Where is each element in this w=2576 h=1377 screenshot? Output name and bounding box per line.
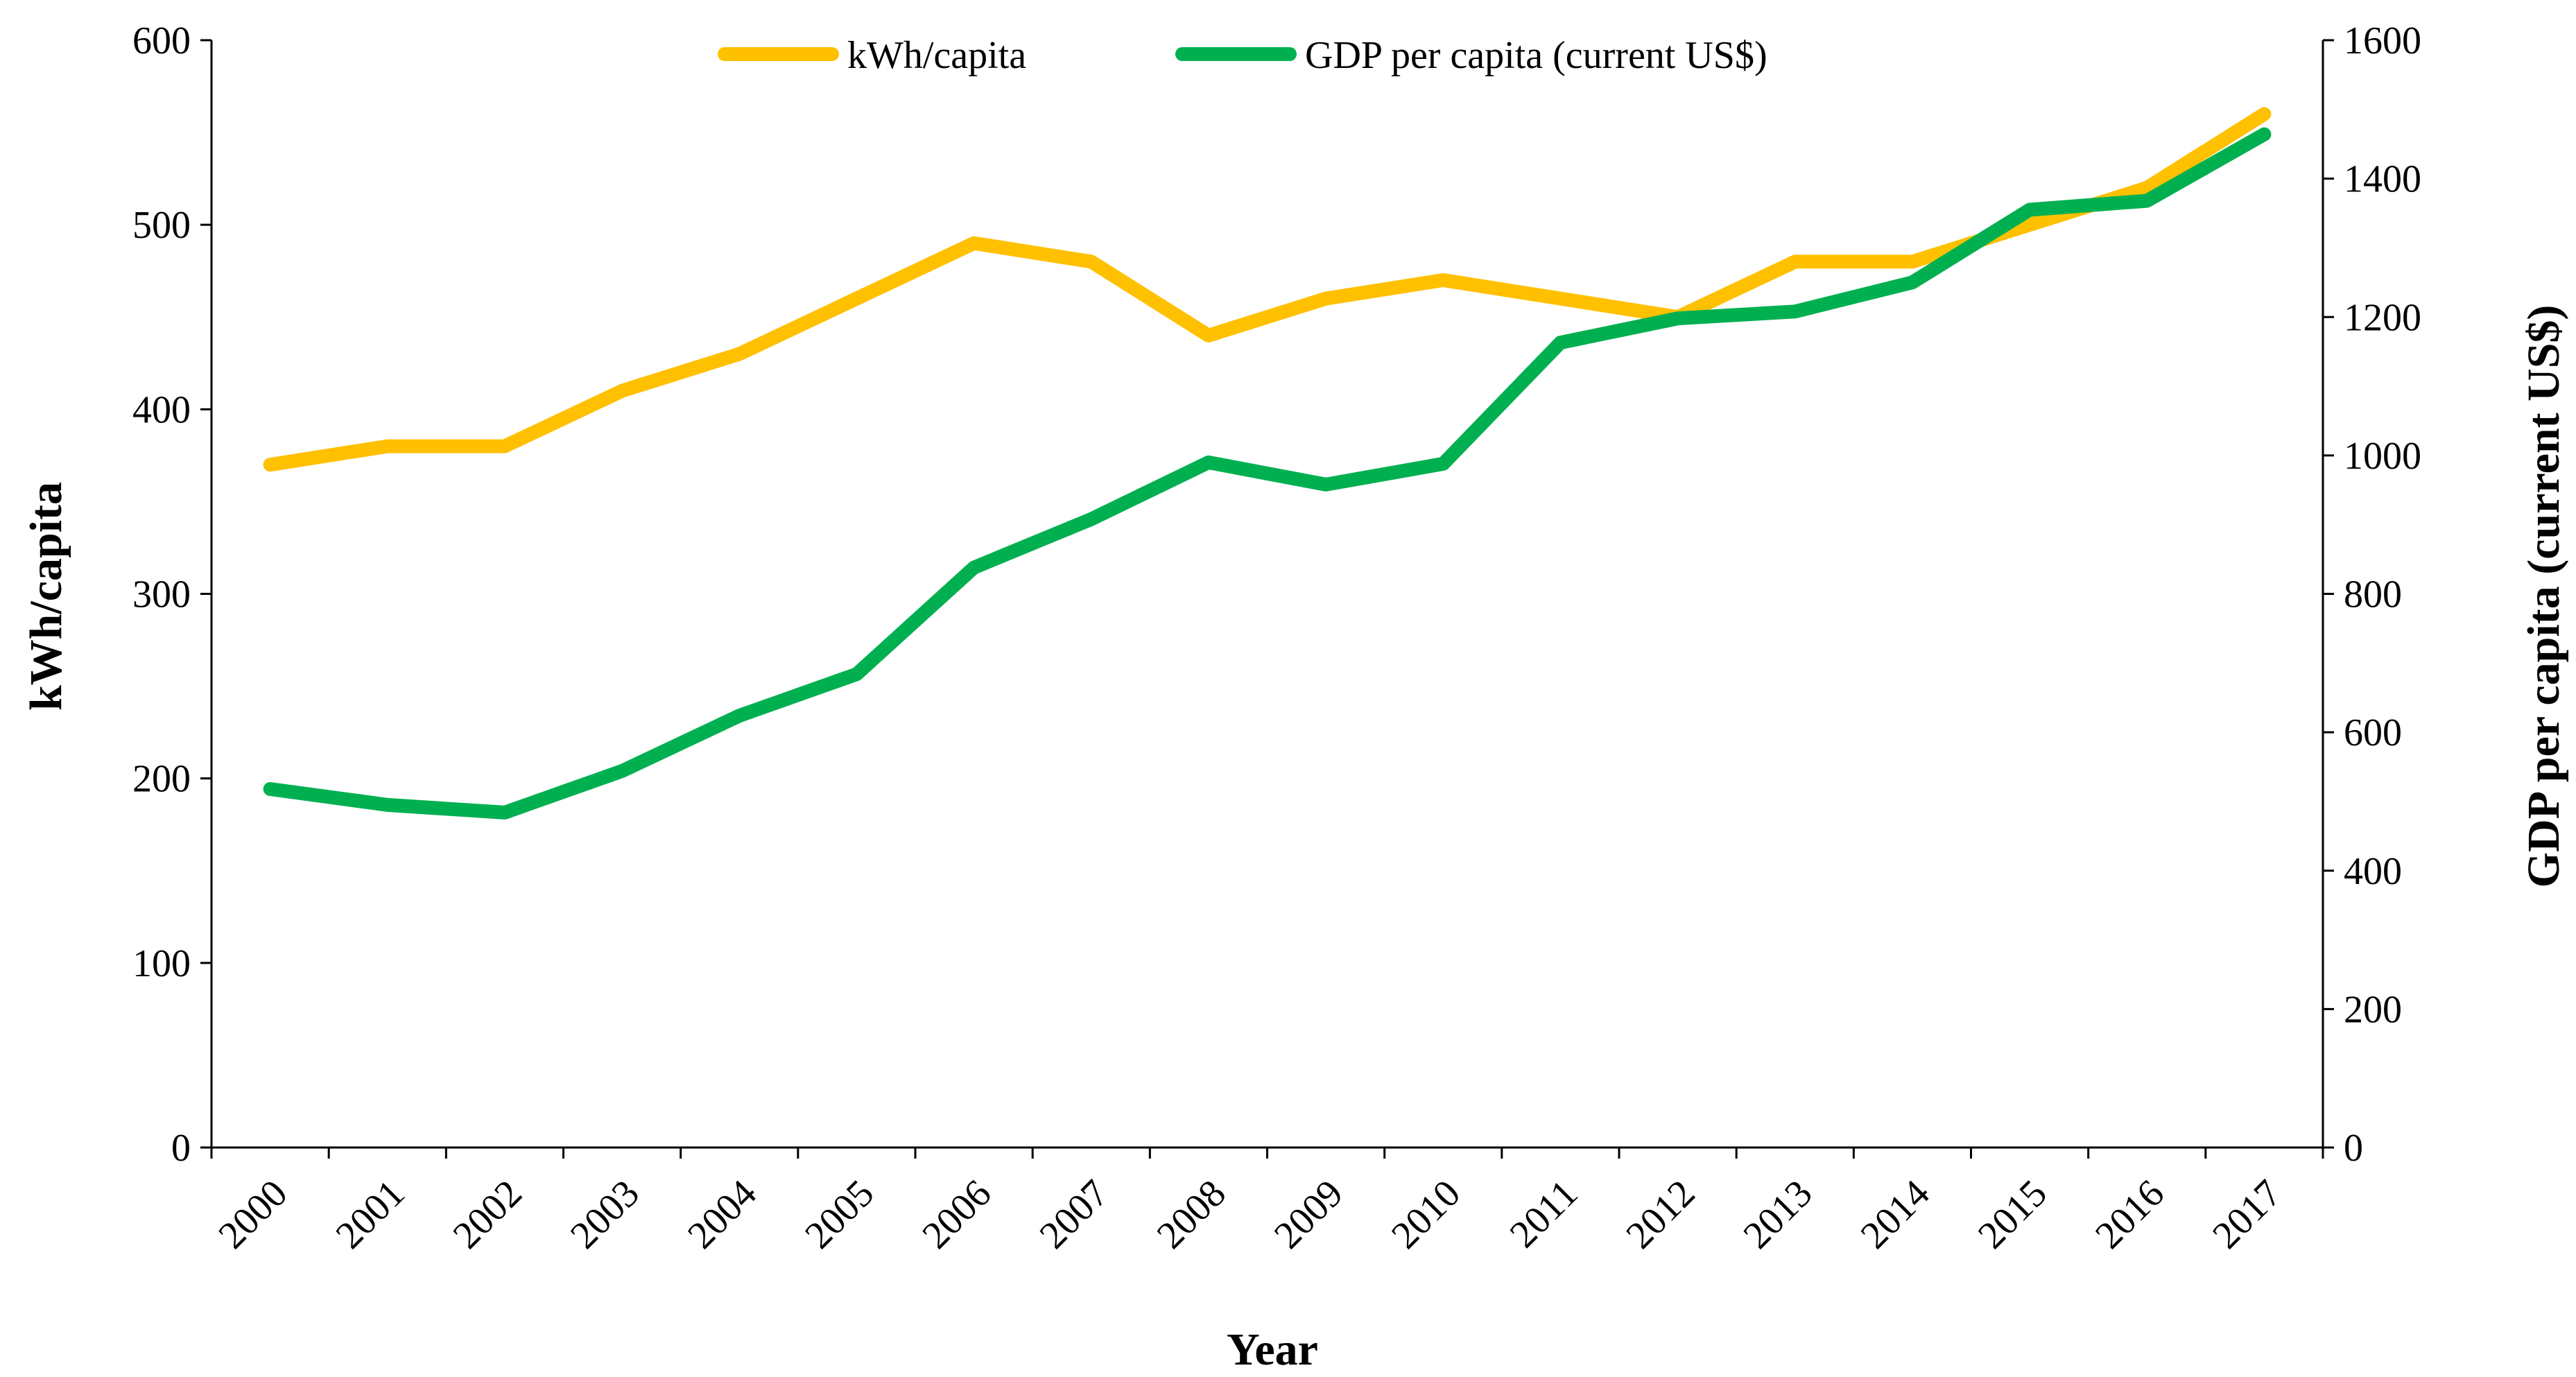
series-line-gdp-per-capita xyxy=(263,127,2272,820)
right-y-tick-label: 1400 xyxy=(2344,158,2421,201)
right-y-tick-label: 0 xyxy=(2344,1127,2363,1170)
left-y-tick-label: 500 xyxy=(132,204,191,247)
left-y-tick-label: 400 xyxy=(132,388,191,431)
right-y-tick-label: 800 xyxy=(2344,573,2402,616)
x-tick-label: 2002 xyxy=(445,1172,530,1257)
left-y-tick-label: 100 xyxy=(132,942,191,985)
left-y-tick-label: 600 xyxy=(132,19,191,62)
x-tick-label: 2007 xyxy=(1032,1172,1117,1257)
x-tick-label: 2017 xyxy=(2204,1172,2290,1257)
x-tick-label: 2003 xyxy=(562,1172,648,1257)
right-y-tick-label: 1200 xyxy=(2344,296,2421,339)
right-y-tick-label: 400 xyxy=(2344,850,2402,893)
x-tick-label: 2009 xyxy=(1266,1172,1351,1257)
x-tick-label: 2006 xyxy=(914,1172,999,1257)
x-tick-label: 2012 xyxy=(1618,1172,1703,1257)
right-y-tick-label: 200 xyxy=(2344,988,2402,1031)
right-y-axis-title: GDP per capita (current US$) xyxy=(2518,305,2569,888)
legend-label-kwh: kWh/capita xyxy=(847,34,1026,77)
legend-label-gdp: GDP per capita (current US$) xyxy=(1305,34,1767,77)
x-tick-label: 2015 xyxy=(1970,1172,2055,1257)
series-layer xyxy=(263,107,2272,820)
x-tick-label: 2004 xyxy=(680,1172,765,1257)
x-tick-label: 2016 xyxy=(2087,1172,2172,1257)
x-tick-label: 2008 xyxy=(1149,1172,1234,1257)
x-tick-label: 2010 xyxy=(1383,1172,1469,1257)
series-line-kwh-per-capita xyxy=(263,107,2272,472)
right-y-tick-label: 1000 xyxy=(2344,435,2421,478)
left-y-axis-title: kWh/capita xyxy=(21,482,71,711)
legend: kWh/capita GDP per capita (current US$) xyxy=(718,34,1767,77)
left-y-axis-ticks: 0 100 200 300 400 500 600 xyxy=(132,19,211,1170)
x-axis-title: Year xyxy=(1227,1324,1318,1375)
left-y-tick-label: 200 xyxy=(132,758,191,801)
x-tick-label: 2005 xyxy=(797,1172,882,1257)
right-y-axis-ticks: 0 200 400 600 800 1000 1200 1400 1600 xyxy=(2323,19,2421,1170)
axes xyxy=(210,40,2324,1149)
left-y-tick-label: 300 xyxy=(132,573,191,616)
x-tick-label: 2011 xyxy=(1502,1172,1587,1256)
right-y-tick-label: 1600 xyxy=(2344,19,2421,62)
right-y-tick-label: 600 xyxy=(2344,711,2402,754)
x-axis-ticks: 2000 2001 2002 2003 2004 2005 2006 2007 2008 2009… xyxy=(210,1148,2324,1257)
x-tick-label: 2001 xyxy=(328,1172,413,1257)
left-y-tick-label: 0 xyxy=(171,1127,191,1170)
x-tick-label: 2000 xyxy=(210,1172,295,1257)
x-tick-label: 2014 xyxy=(1853,1172,1938,1257)
x-tick-label: 2013 xyxy=(1736,1172,1821,1257)
